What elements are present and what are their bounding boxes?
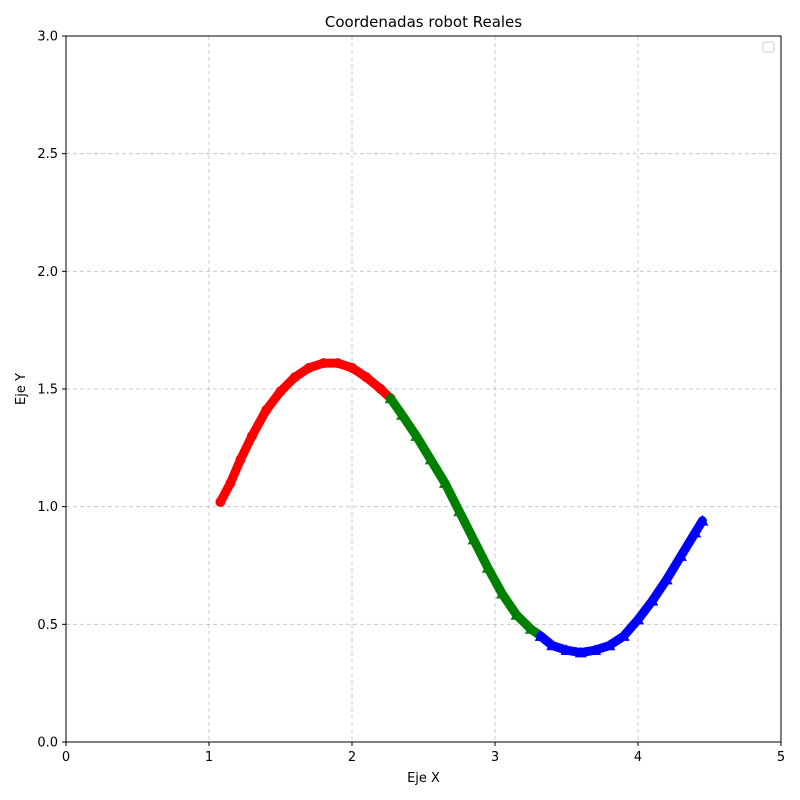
data-point bbox=[332, 358, 343, 369]
y-tick-label: 2.0 bbox=[37, 265, 58, 280]
data-point bbox=[375, 384, 386, 394]
data-point bbox=[275, 386, 286, 397]
data-point bbox=[289, 372, 300, 383]
data-point bbox=[603, 639, 616, 651]
x-tick-label: 2 bbox=[348, 750, 356, 765]
chart-title: Coordenadas robot Reales bbox=[325, 13, 522, 31]
data-point bbox=[384, 392, 397, 404]
data-point bbox=[361, 372, 372, 383]
data-point bbox=[524, 623, 537, 634]
data-point bbox=[617, 630, 630, 641]
x-tick-label: 0 bbox=[62, 750, 70, 765]
data-point bbox=[453, 505, 466, 517]
data-point bbox=[467, 533, 480, 545]
legend-box bbox=[762, 41, 775, 53]
y-tick-label: 0.0 bbox=[37, 736, 58, 751]
data-point bbox=[235, 454, 246, 465]
data-point bbox=[496, 587, 509, 599]
data-point bbox=[410, 430, 423, 441]
x-axis-ticks: 0 1 2 3 4 5 bbox=[62, 742, 785, 765]
data-marks bbox=[215, 358, 709, 658]
data-point bbox=[689, 526, 702, 538]
data-point bbox=[632, 613, 644, 625]
x-tick-label: 5 bbox=[777, 750, 785, 765]
x-tick-label: 1 bbox=[205, 750, 213, 765]
data-point bbox=[574, 646, 587, 658]
series-2-trail bbox=[386, 393, 546, 641]
y-tick-label: 3.0 bbox=[37, 30, 58, 45]
data-point bbox=[534, 630, 547, 641]
data-point bbox=[261, 405, 272, 416]
x-tick-label: 4 bbox=[634, 750, 642, 765]
x-axis-label: Eje X bbox=[407, 771, 440, 786]
data-point bbox=[481, 561, 494, 573]
y-axis-label: Eje Y bbox=[14, 373, 29, 405]
y-tick-label: 1.5 bbox=[37, 383, 58, 398]
data-point bbox=[439, 477, 451, 488]
series-1-trail bbox=[215, 358, 396, 507]
series-3-trail bbox=[536, 516, 707, 658]
x-tick-label: 3 bbox=[491, 750, 499, 765]
data-point bbox=[546, 639, 559, 651]
y-tick-label: 0.5 bbox=[37, 618, 58, 633]
data-point bbox=[215, 496, 226, 507]
data-point bbox=[424, 453, 437, 465]
data-point bbox=[225, 478, 236, 489]
y-tick-label: 2.5 bbox=[37, 147, 58, 162]
data-point bbox=[660, 573, 673, 585]
data-point bbox=[347, 362, 357, 373]
data-point bbox=[646, 594, 659, 606]
data-point bbox=[510, 608, 523, 620]
data-point bbox=[560, 644, 573, 655]
data-point bbox=[674, 550, 687, 561]
y-axis-ticks: 0.0 0.5 1.0 1.5 2.0 2.5 3.0 bbox=[37, 30, 66, 751]
data-point bbox=[246, 431, 257, 442]
data-point bbox=[304, 362, 315, 373]
grid bbox=[65, 35, 782, 743]
data-point bbox=[318, 358, 329, 369]
data-point bbox=[396, 408, 409, 420]
data-point bbox=[589, 644, 602, 655]
data-point bbox=[696, 514, 709, 526]
y-tick-label: 1.0 bbox=[37, 500, 58, 515]
